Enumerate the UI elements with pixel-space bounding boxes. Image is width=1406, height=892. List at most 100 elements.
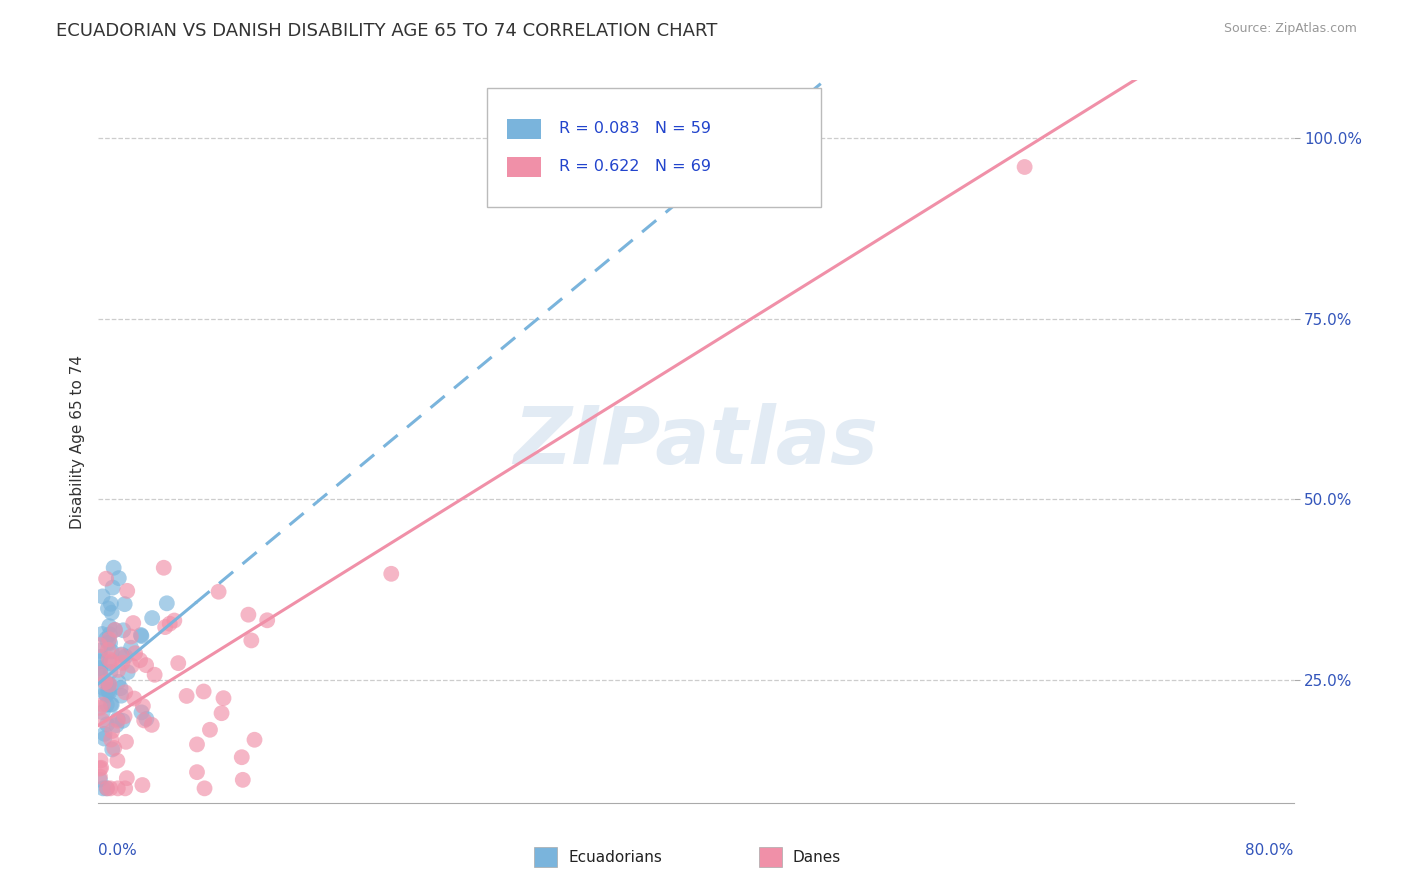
Point	[89, 668, 111, 682]
Point	[96, 781, 118, 796]
Point	[193, 781, 215, 796]
Point	[193, 684, 215, 698]
Point	[103, 741, 125, 756]
Point	[135, 658, 157, 673]
Point	[89, 661, 111, 675]
Point	[100, 644, 122, 658]
Point	[100, 732, 122, 747]
Point	[91, 627, 114, 641]
Point	[89, 762, 111, 776]
Point	[211, 706, 233, 721]
Point	[101, 742, 124, 756]
Point	[134, 714, 156, 728]
Point	[231, 750, 253, 764]
Bar	[508, 119, 541, 139]
Point	[98, 632, 121, 647]
Point	[91, 590, 114, 604]
Point	[98, 685, 121, 699]
Point	[97, 677, 120, 691]
Point	[98, 678, 121, 692]
Point	[240, 633, 263, 648]
Point	[107, 712, 129, 726]
Point	[122, 616, 145, 631]
Point	[115, 771, 138, 785]
Point	[107, 663, 129, 677]
Text: R = 0.622   N = 69: R = 0.622 N = 69	[558, 160, 710, 175]
Point	[98, 636, 121, 650]
Point	[100, 781, 122, 796]
Text: 0.0%: 0.0%	[98, 843, 138, 858]
Point	[98, 627, 121, 641]
Point	[89, 772, 111, 787]
Point	[96, 698, 118, 712]
Point	[110, 689, 132, 703]
Point	[97, 635, 120, 649]
Point	[94, 572, 117, 586]
Point	[89, 655, 111, 669]
Point	[114, 597, 136, 611]
Point	[122, 691, 145, 706]
Point	[100, 597, 122, 611]
Point	[107, 781, 129, 796]
Text: Danes: Danes	[793, 850, 841, 864]
Point	[238, 607, 260, 622]
Point	[243, 732, 266, 747]
Point	[120, 630, 142, 644]
Point	[90, 649, 112, 664]
Point	[167, 656, 190, 670]
Point	[111, 714, 134, 728]
Point	[163, 614, 186, 628]
Point	[129, 653, 152, 667]
Point	[96, 688, 118, 702]
Point	[107, 674, 129, 689]
Point	[111, 656, 134, 670]
Text: 80.0%: 80.0%	[1246, 843, 1294, 858]
Point	[105, 754, 128, 768]
Point	[107, 571, 129, 585]
Point	[207, 584, 229, 599]
Point	[115, 735, 138, 749]
Point	[97, 683, 120, 698]
Point	[232, 772, 254, 787]
Point	[115, 583, 138, 598]
Point	[131, 629, 153, 643]
Point	[198, 723, 221, 737]
Point	[105, 718, 128, 732]
Point	[103, 560, 125, 574]
Point	[131, 706, 153, 720]
Point	[93, 727, 115, 741]
Point	[153, 620, 176, 634]
Point	[91, 698, 114, 712]
Point	[90, 761, 112, 775]
Point	[114, 709, 136, 723]
Point	[104, 623, 127, 637]
Point	[186, 738, 208, 752]
Point	[96, 632, 118, 646]
Point	[91, 781, 114, 796]
Point	[101, 581, 124, 595]
Point	[93, 731, 115, 746]
Point	[131, 778, 153, 792]
Point	[89, 665, 111, 680]
Point	[101, 723, 124, 738]
Point	[100, 654, 122, 668]
Point	[100, 698, 122, 712]
Point	[94, 675, 117, 690]
Point	[89, 638, 111, 652]
Point	[789, 131, 811, 145]
Point	[117, 665, 139, 680]
Bar	[508, 157, 541, 178]
Point	[129, 628, 152, 642]
Point	[110, 681, 132, 696]
Point	[100, 665, 122, 679]
Point	[97, 601, 120, 615]
Point	[96, 781, 118, 796]
Point	[141, 718, 163, 732]
Point	[212, 691, 235, 706]
Point	[91, 706, 114, 720]
Point	[156, 596, 179, 610]
Point	[110, 648, 132, 663]
Point	[93, 681, 115, 696]
Point	[107, 714, 129, 728]
Point	[96, 717, 118, 731]
